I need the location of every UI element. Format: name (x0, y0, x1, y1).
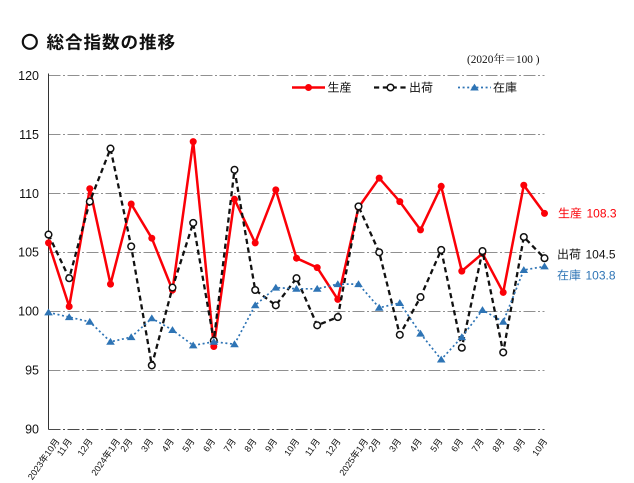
svg-text:10: 10 (530, 444, 544, 458)
svg-text:7: 7 (222, 444, 233, 454)
svg-text:115: 115 (19, 128, 39, 142)
svg-text:8: 8 (242, 444, 253, 454)
svg-text:9: 9 (263, 444, 274, 454)
svg-text:90: 90 (25, 422, 39, 436)
svg-text:3: 3 (387, 444, 398, 454)
svg-text:3: 3 (139, 444, 150, 454)
svg-text:4: 4 (160, 444, 171, 454)
svg-text:8: 8 (490, 444, 501, 454)
svg-text:6: 6 (201, 444, 212, 454)
svg-text:4: 4 (408, 444, 419, 454)
svg-text:5: 5 (180, 444, 191, 454)
svg-text:10: 10 (42, 444, 56, 458)
svg-text:108.3: 108.3 (587, 207, 617, 221)
svg-text:5: 5 (428, 444, 439, 454)
svg-text:2: 2 (366, 444, 377, 454)
svg-text:100: 100 (18, 305, 39, 319)
svg-text:1: 1 (106, 444, 117, 454)
svg-text:100 ): 100 ) (516, 54, 540, 66)
svg-text:104.5: 104.5 (586, 248, 616, 262)
svg-text:7: 7 (470, 444, 481, 454)
svg-text:110: 110 (19, 187, 39, 201)
svg-text:120: 120 (18, 69, 39, 83)
svg-text:10: 10 (282, 444, 296, 458)
svg-text:95: 95 (25, 364, 39, 378)
svg-text:105: 105 (18, 246, 39, 260)
svg-text:9: 9 (511, 444, 522, 454)
svg-text:2: 2 (118, 444, 129, 454)
svg-text:12: 12 (76, 444, 90, 458)
svg-text:(2020: (2020 (467, 54, 494, 66)
svg-text:1: 1 (354, 444, 365, 454)
svg-text:12: 12 (324, 444, 338, 458)
svg-text:6: 6 (449, 444, 460, 454)
svg-text:103.8: 103.8 (586, 269, 616, 283)
